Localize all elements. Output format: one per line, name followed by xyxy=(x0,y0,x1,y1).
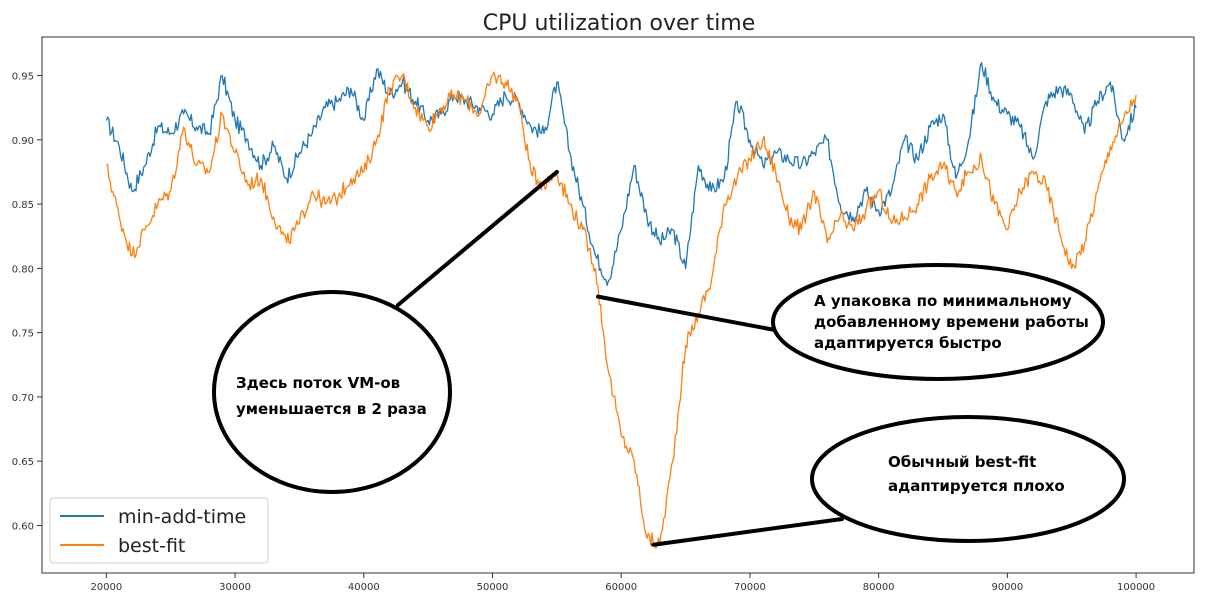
x-axis: 20000 30000 40000 50000 60000 70000 80000 90000… xyxy=(90,573,1155,593)
annotation-text: адаптируется быстро xyxy=(814,334,1002,352)
x-tick-label: 90000 xyxy=(991,582,1023,593)
annotation-bubble xyxy=(771,263,1105,381)
y-axis: 0.60 0.65 0.70 0.75 0.80 0.85 0.90 0.95 xyxy=(12,72,42,532)
y-tick-label: 0.65 xyxy=(12,457,34,468)
series-line-min-add-time xyxy=(105,62,1137,287)
x-tick-label: 60000 xyxy=(605,582,637,593)
annotation-pointer xyxy=(651,517,844,547)
x-tick-label: 80000 xyxy=(863,582,895,593)
legend: min-add-time best-fit xyxy=(49,497,269,564)
annotation-text: добавленному времени работы xyxy=(814,313,1089,331)
annotation-text: А упаковка по минимальному xyxy=(814,292,1072,310)
annotation-text: Здесь поток VM-ов xyxy=(236,374,400,392)
annotation-text: адаптируется плохо xyxy=(888,477,1065,495)
y-tick-label: 0.70 xyxy=(12,393,34,404)
annotation-pointer xyxy=(596,294,777,332)
x-tick-label: 20000 xyxy=(90,582,122,593)
annotation-bubble xyxy=(212,290,452,494)
legend-box xyxy=(49,497,269,564)
y-tick-label: 0.90 xyxy=(12,136,34,147)
x-tick-label: 40000 xyxy=(348,582,380,593)
y-tick-label: 0.95 xyxy=(12,72,34,83)
series-layer xyxy=(105,62,1137,549)
y-tick-label: 0.85 xyxy=(12,200,34,211)
y-tick-label: 0.60 xyxy=(12,521,34,532)
annotation-text: Обычный best-fit xyxy=(888,453,1036,471)
x-tick-label: 30000 xyxy=(219,582,251,593)
legend-label-best-fit: best-fit xyxy=(118,535,185,557)
annotation-bubble xyxy=(810,415,1126,543)
annotation-text: уменьшается в 2 раза xyxy=(236,400,427,418)
legend-label-min-add-time: min-add-time xyxy=(118,506,246,528)
series-line-best-fit xyxy=(105,71,1137,549)
x-tick-label: 70000 xyxy=(734,582,766,593)
y-tick-label: 0.80 xyxy=(12,264,34,275)
annotation-pointer xyxy=(396,169,559,307)
plot-frame xyxy=(41,36,1195,574)
x-tick-label: 100000 xyxy=(1117,582,1155,593)
x-tick-label: 50000 xyxy=(477,582,509,593)
annotation-layer: Здесь поток VM-ов уменьшается в 2 раза А у… xyxy=(212,169,1126,547)
y-tick-label: 0.75 xyxy=(12,329,34,340)
chart-title: CPU utilization over time xyxy=(483,11,756,36)
